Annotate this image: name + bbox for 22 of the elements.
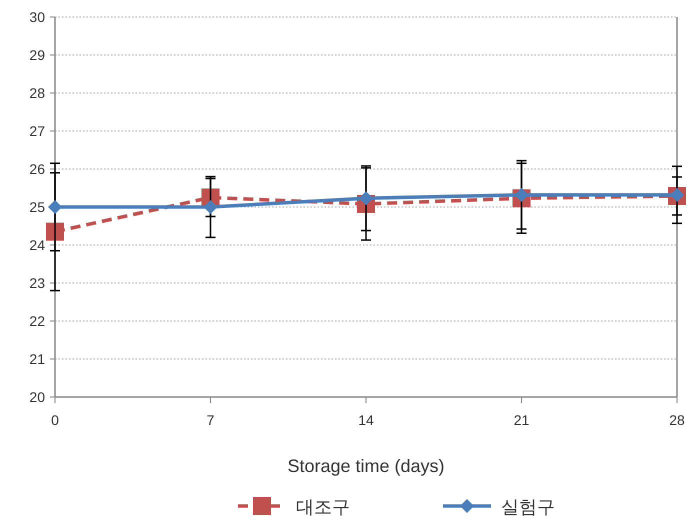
legend-label: 대조구: [296, 497, 350, 517]
x-tick-label: 0: [51, 412, 60, 428]
y-tick-label: 21: [29, 351, 46, 367]
y-tick-label: 22: [29, 313, 46, 329]
y-tick-label: 23: [29, 275, 46, 291]
y-tick-label: 24: [29, 237, 46, 253]
legend-label: 실험구: [501, 497, 555, 517]
y-tick-label: 20: [29, 389, 46, 405]
x-tick-label: 14: [358, 412, 374, 428]
point: [48, 200, 62, 214]
y-tick-label: 27: [29, 123, 46, 139]
x-axis-title: Storage time (days): [287, 456, 445, 476]
y-tick-label: 28: [29, 85, 46, 101]
x-tick-label: 28: [669, 412, 685, 428]
point: [46, 222, 64, 241]
point: [204, 200, 218, 214]
y-tick-label: 25: [29, 199, 46, 215]
y-tick-label: 26: [29, 161, 46, 177]
y-tick-label: 30: [29, 9, 46, 25]
x-tick-label: 21: [514, 412, 530, 428]
x-tick-label: 7: [206, 412, 215, 428]
y-tick-label: 29: [29, 47, 46, 63]
